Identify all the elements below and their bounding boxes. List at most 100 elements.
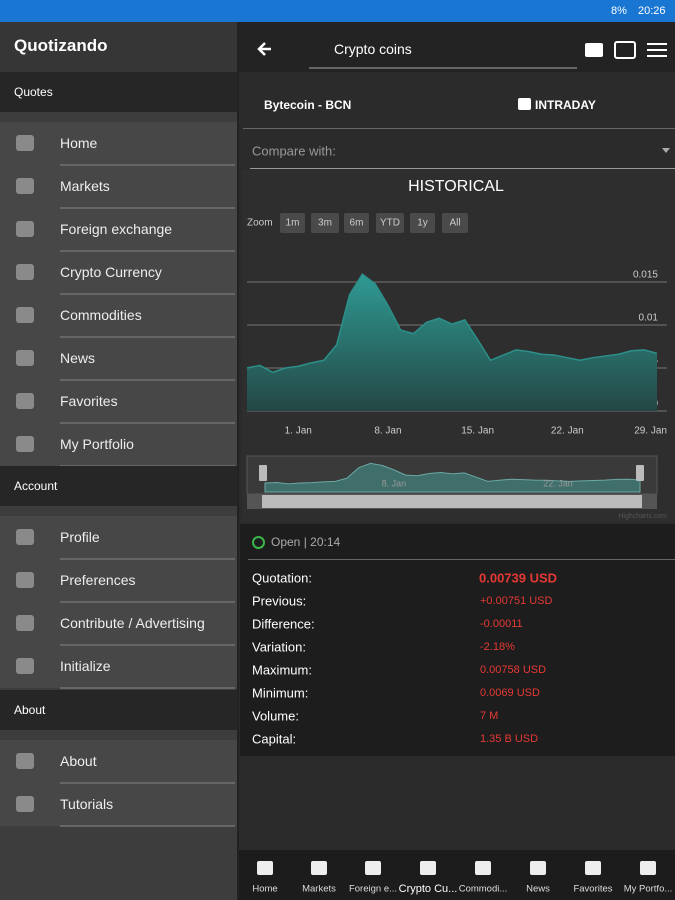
menu-divider: [60, 782, 235, 784]
menu-item[interactable]: News: [60, 350, 96, 366]
intraday-icon: [518, 98, 531, 110]
menu-icon: [16, 796, 34, 812]
nav-item[interactable]: Foreign e...: [348, 883, 398, 895]
nav-item[interactable]: News: [526, 883, 550, 895]
quote-label: Capital:: [252, 731, 297, 747]
nav-icon: [365, 861, 381, 875]
menu-divider: [60, 687, 235, 689]
menu-icon: [16, 221, 34, 237]
navigator-handle: [636, 465, 644, 481]
battery: 8%: [611, 5, 627, 17]
menu-item[interactable]: Favorites: [60, 393, 118, 409]
x-tick-label: 29. Jan: [634, 426, 667, 437]
quote-value: 0.00739 USD: [479, 570, 558, 586]
zoom-button-label: 1y: [417, 218, 428, 229]
quote-value: 7 M: [480, 710, 499, 722]
menu-divider: [60, 825, 235, 827]
menu-item[interactable]: Commodities: [60, 307, 142, 323]
zoom-button[interactable]: [410, 213, 435, 233]
menu-divider: [60, 250, 235, 252]
menu-item[interactable]: About: [60, 753, 97, 769]
zoom-button-label: 3m: [318, 218, 332, 229]
scrollbar-thumb: [262, 495, 642, 508]
nav-icon: [420, 861, 436, 875]
open-icon: [252, 536, 265, 549]
menu-item[interactable]: Contribute / Advertising: [60, 615, 205, 631]
dropdown-arrow: [662, 148, 670, 153]
navigator-label: 8. Jan: [382, 478, 407, 488]
portfolio-button[interactable]: [585, 43, 603, 57]
zoom-button[interactable]: [311, 213, 339, 233]
zoom-button[interactable]: [344, 213, 369, 233]
credits: Highcharts.com: [618, 513, 667, 520]
app-title: Quotizando: [14, 36, 108, 55]
menu-item[interactable]: Tutorials: [60, 796, 114, 812]
compare-select[interactable]: Compare with:: [252, 143, 336, 159]
zoom-label: Zoom: [247, 218, 273, 229]
zoom-button[interactable]: [280, 213, 305, 233]
back-button[interactable]: [257, 42, 271, 56]
divider: [243, 128, 675, 129]
x-tick-label: 1. Jan: [285, 426, 312, 437]
intraday-button[interactable]: INTRADAY: [535, 98, 596, 112]
section-title: Quotes: [14, 85, 53, 99]
menu-divider: [60, 379, 235, 381]
nav-item[interactable]: Home: [252, 883, 278, 895]
nav-icon: [311, 861, 327, 875]
menu-item[interactable]: Markets: [60, 178, 110, 194]
navigator-area: [264, 462, 641, 493]
quote-value: -2.18%: [480, 641, 515, 653]
news-button[interactable]: [614, 41, 636, 59]
filter-button[interactable]: [647, 43, 667, 57]
market-status: Open | 20:14: [271, 535, 341, 549]
menu-divider: [60, 164, 235, 166]
zoom-button[interactable]: [442, 213, 468, 233]
menu-icon: [16, 178, 34, 194]
navigator-label: 22. Jan: [543, 478, 573, 488]
nav-item[interactable]: Commodi...: [458, 883, 508, 895]
section-title: About: [14, 703, 46, 717]
nav-icon: [640, 861, 656, 875]
menu-item[interactable]: Preferences: [60, 572, 136, 588]
nav-item[interactable]: Markets: [302, 883, 336, 895]
toolbar-title: Crypto coins: [334, 41, 412, 57]
menu-item[interactable]: Crypto Currency: [60, 264, 162, 280]
menu-item[interactable]: Home: [60, 135, 98, 151]
menu-icon: [16, 529, 34, 545]
zoom-button[interactable]: [376, 213, 404, 233]
quote-label: Minimum:: [252, 685, 309, 701]
divider: [250, 168, 675, 169]
menu-item[interactable]: Initialize: [60, 658, 111, 674]
menu-divider: [60, 293, 235, 295]
area: [247, 274, 657, 411]
menu-item[interactable]: Foreign exchange: [60, 221, 173, 237]
section-header: [0, 690, 237, 730]
quote-value: 0.0069 USD: [480, 687, 540, 699]
quote-label: Previous:: [252, 593, 307, 609]
x-tick-label: 22. Jan: [551, 426, 584, 437]
nav-item[interactable]: My Portfo...: [623, 883, 673, 895]
menu-icon: [16, 658, 34, 674]
nav-icon: [257, 861, 273, 875]
menu-icon: [16, 615, 34, 631]
navigator-handle: [259, 465, 267, 481]
line: [246, 273, 658, 374]
coin-name: Bytecoin - BCN: [264, 98, 352, 112]
quote-label: Difference:: [252, 616, 315, 632]
nav-icon: [585, 861, 601, 875]
menu-item[interactable]: My Portfolio: [60, 436, 134, 452]
nav-item[interactable]: Favorites: [573, 883, 613, 895]
menu-divider: [60, 422, 235, 424]
nav-item[interactable]: Crypto Cu...: [398, 883, 458, 895]
menu-item[interactable]: Profile: [60, 529, 100, 545]
x-tick-label: 8. Jan: [374, 426, 401, 437]
status-bar: [0, 0, 675, 22]
menu-icon: [16, 436, 34, 452]
quote-value: +0.00751 USD: [480, 595, 553, 607]
menu-icon: [16, 753, 34, 769]
chart: HISTORICALZoom1m3m6mYTD1yAll00.0050.010.…: [246, 178, 668, 520]
menu-divider: [60, 601, 235, 603]
menu-divider: [60, 558, 235, 560]
section-header: [0, 466, 237, 506]
